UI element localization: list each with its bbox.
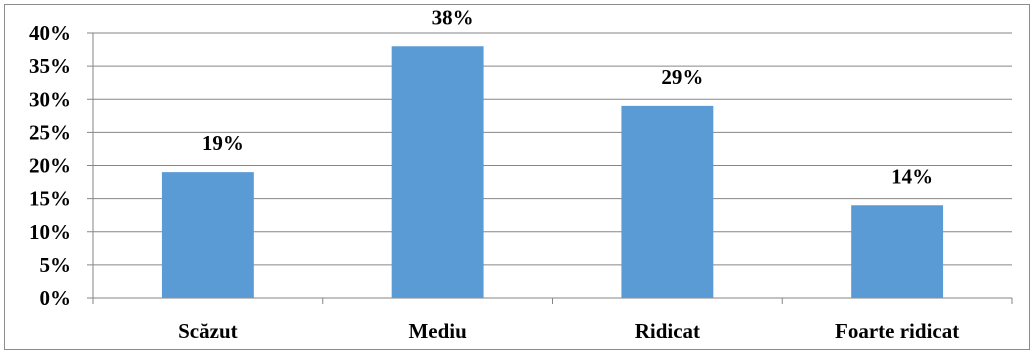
data-label: 29%	[661, 65, 703, 89]
x-category-label: Scăzut	[178, 319, 238, 343]
bar	[391, 46, 484, 298]
bar	[621, 105, 714, 298]
y-tick-label: 20%	[29, 154, 71, 178]
x-category-label: Ridicat	[635, 319, 700, 343]
data-label: 38%	[432, 5, 474, 29]
y-tick-label: 15%	[29, 187, 71, 211]
y-tick-label: 0%	[40, 286, 72, 310]
y-tick-label: 40%	[29, 21, 71, 45]
bar	[851, 205, 944, 298]
y-tick-label: 25%	[29, 120, 71, 144]
data-label: 19%	[202, 131, 244, 155]
data-label: 14%	[891, 164, 933, 188]
x-category-label: Foarte ridicat	[835, 319, 959, 343]
y-tick-label: 30%	[29, 87, 71, 111]
y-tick-label: 10%	[29, 220, 71, 244]
y-tick-label: 5%	[40, 253, 72, 277]
y-tick-label: 35%	[29, 54, 71, 78]
x-category-label: Mediu	[408, 319, 467, 343]
bar	[161, 172, 254, 298]
